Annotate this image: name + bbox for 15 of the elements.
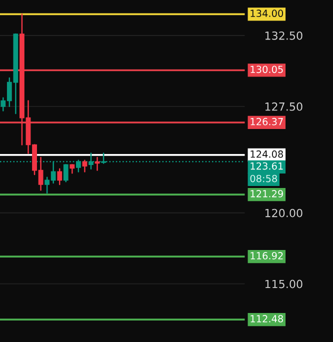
ref-line-label: 116.92 (250, 252, 283, 260)
ref-line-label: 123.61 (250, 162, 283, 170)
ref-line-label: 121.29 (250, 190, 283, 198)
ref-line-label: 124.08 (250, 150, 284, 158)
ref-line-label: 126.37 (250, 118, 283, 126)
y-tick-label: 120.00 (265, 208, 302, 218)
ref-line-label: 112.48 (250, 315, 284, 322)
y-tick-label: 132.50 (265, 31, 302, 40)
ref-line-label: 130.05 (250, 66, 283, 74)
ref-line-label: 134.00 (250, 10, 284, 18)
candlestick (82, 160, 88, 172)
y-tick-label: 115.00 (265, 280, 302, 288)
y-tick-label: 127.50 (265, 102, 302, 111)
candlestick (57, 168, 62, 186)
text: 08:58 (250, 174, 278, 182)
